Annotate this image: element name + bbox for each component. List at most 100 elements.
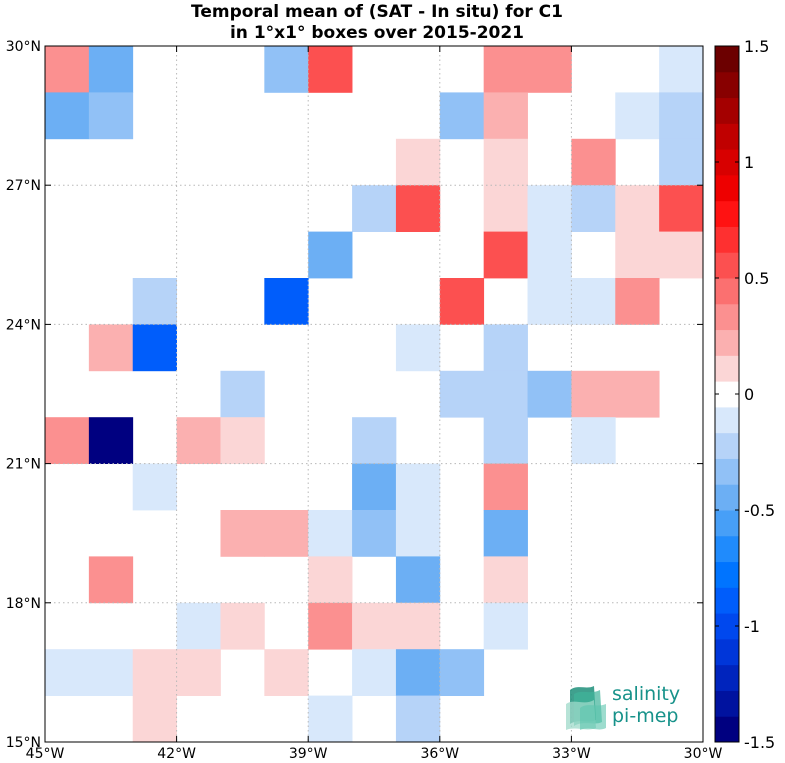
heatmap-cell — [132, 695, 177, 743]
colorbar-segment — [715, 458, 739, 485]
heatmap-cell — [659, 185, 704, 232]
colorbar-segment — [715, 226, 739, 253]
x-tick-label: 42°W — [157, 746, 196, 762]
heatmap-cell — [439, 649, 485, 696]
colorbar-segment — [715, 690, 739, 717]
heatmap-cell — [220, 417, 265, 464]
heatmap-cell — [308, 695, 353, 743]
heatmap-cell — [483, 324, 528, 372]
colorbar-segment — [715, 561, 739, 588]
heatmap-cell — [483, 231, 528, 279]
heatmap-cell — [395, 138, 441, 186]
heatmap-cell — [395, 649, 441, 696]
heatmap-cell — [308, 46, 353, 93]
heatmap-cell — [483, 185, 528, 232]
heatmap-cell — [132, 649, 177, 696]
colorbar-tick-label: 1.5 — [744, 37, 769, 56]
heatmap-cell — [571, 370, 616, 418]
chart-title-line2: in 1°x1° boxes over 2015-2021 — [230, 23, 524, 43]
heatmap-cell — [483, 602, 528, 650]
heatmap-cell — [571, 185, 616, 232]
heatmap-cell — [308, 556, 353, 604]
heatmap-cell — [659, 46, 704, 93]
colorbar-segment — [715, 510, 739, 537]
heatmap-cell — [615, 231, 660, 279]
heatmap-cell — [571, 138, 616, 186]
logo-text-line2: pi-mep — [612, 705, 678, 727]
heatmap-cell — [45, 417, 90, 464]
colorbar-segment — [715, 71, 739, 99]
heatmap-cell — [395, 695, 441, 743]
heatmap-cell — [527, 231, 572, 279]
heatmap-cell — [483, 556, 528, 604]
heatmap-cell — [132, 278, 177, 325]
heatmap-cell — [439, 370, 485, 418]
heatmap-cell — [264, 278, 309, 325]
axes: 45°W 42°W 39°W 36°W 33°W 30°W 15°N 18°N 21°N 24°N… — [6, 39, 723, 762]
heatmap-cell — [88, 417, 134, 464]
heatmap-cells — [45, 46, 704, 743]
colorbar-segment — [715, 638, 739, 666]
colorbar-segment — [715, 46, 739, 73]
heatmap-cell — [615, 278, 660, 325]
heatmap-cell — [659, 138, 704, 186]
colorbar-segment — [715, 484, 739, 511]
heatmap-cell — [264, 649, 309, 696]
heatmap-cell — [88, 324, 134, 372]
colorbar-segment — [715, 664, 739, 691]
heatmap-cell — [132, 324, 177, 372]
colorbar-segment — [715, 252, 739, 279]
heatmap-cell — [352, 463, 397, 511]
x-tick-label: 30°W — [684, 746, 723, 762]
heatmap-cell — [483, 370, 528, 418]
heatmap-cell — [527, 185, 572, 232]
colorbar-segment — [715, 200, 739, 227]
heatmap-cell — [308, 602, 353, 650]
colorbar-segment — [715, 587, 739, 614]
colorbar-segment — [715, 174, 739, 202]
y-tick-label: 15°N — [6, 735, 41, 751]
y-tick-label: 24°N — [6, 317, 41, 333]
heatmap-cell — [220, 602, 265, 650]
heatmap-cell — [220, 510, 265, 557]
heatmap-cell — [220, 370, 265, 418]
heatmap-cell — [439, 92, 485, 140]
heatmap-cell — [88, 92, 134, 140]
heatmap-cell — [395, 602, 441, 650]
heatmap-cell — [527, 46, 572, 93]
y-tick-label: 21°N — [6, 457, 41, 473]
colorbar-tick-label: 1 — [744, 153, 754, 172]
colorbar-tick-label: 0.5 — [744, 269, 769, 288]
colorbar-segment — [715, 278, 739, 305]
colorbar-tick-label: 0 — [744, 385, 754, 404]
heatmap-cell — [527, 370, 572, 418]
heatmap-cell — [483, 46, 528, 93]
grid-lines — [45, 46, 703, 742]
colorbar-segment — [715, 716, 739, 743]
y-tick-label: 18°N — [6, 596, 41, 612]
heatmap-cell — [264, 510, 309, 557]
heatmap-cell — [352, 510, 397, 557]
heatmap-cell — [615, 370, 660, 418]
heatmap-cell — [395, 556, 441, 604]
chart-title-line1: Temporal mean of (SAT - In situ) for C1 — [191, 2, 563, 22]
heatmap-cell — [483, 92, 528, 140]
heatmap-cell — [395, 324, 441, 372]
logo-text-line1: salinity — [612, 683, 680, 705]
heatmap-cell — [659, 92, 704, 140]
heatmap-cell — [352, 602, 397, 650]
heatmap-cell — [571, 417, 616, 464]
colorbar-segment — [715, 303, 739, 331]
colorbar: -1.5 -1 -0.5 0 0.5 1 1.5 — [714, 37, 775, 752]
x-tick-label: 39°W — [289, 746, 328, 762]
heatmap-cell — [45, 92, 90, 140]
colorbar-segment — [715, 97, 739, 124]
y-tick-label: 27°N — [6, 178, 41, 194]
heatmap-cell — [132, 463, 177, 511]
heatmap-cell — [45, 649, 90, 696]
heatmap-cell — [88, 46, 134, 93]
heatmap-cell — [483, 417, 528, 464]
heatmap-cell — [352, 417, 397, 464]
colorbar-segment — [715, 329, 739, 356]
heatmap-cell — [308, 510, 353, 557]
